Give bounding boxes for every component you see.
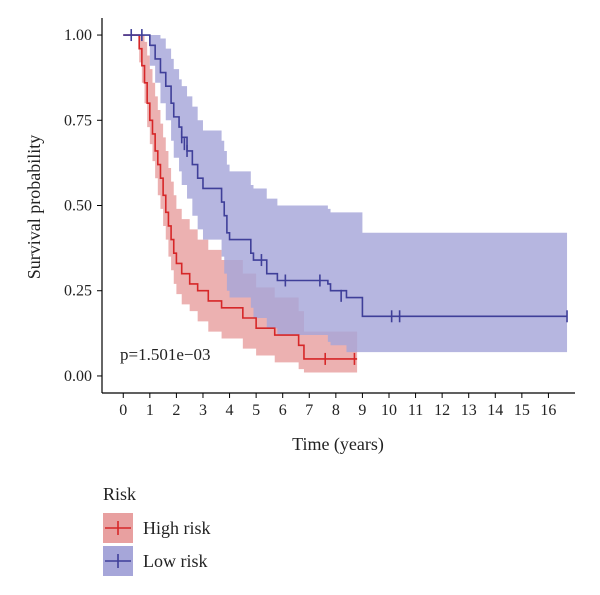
legend-label-high-risk: High risk [143,518,211,538]
legend-title: Risk [103,484,136,504]
y-tick-label: 0.50 [64,198,92,215]
legend: Risk High risk Low risk [103,484,211,576]
curve-high-risk [123,34,358,360]
y-axis-title: Survival probability [24,135,44,279]
x-tick-label: 7 [305,402,313,419]
band-high-risk [123,35,358,373]
x-tick-label: 1 [146,402,154,419]
x-tick-label: 3 [199,402,207,419]
x-tick-label: 4 [226,402,234,419]
x-tick-label: 14 [487,402,503,419]
y-tick-label: 0.25 [64,283,92,300]
x-tick-label: 5 [252,402,260,419]
x-axis-title: Time (years) [292,434,384,455]
x-tick-label: 15 [514,402,530,419]
x-tick-label: 0 [119,402,127,419]
y-tick-label: 0.75 [64,112,92,129]
x-tick-label: 16 [540,402,556,419]
censor-marks [130,29,568,365]
confidence-bands [123,35,568,373]
x-tick-label: 13 [461,402,477,419]
legend-item-high-risk: High risk [103,513,211,543]
x-tick-label: 9 [358,402,366,419]
x-tick-label: 2 [172,402,180,419]
band-low-risk [123,35,568,353]
x-tick-label: 6 [279,402,287,419]
legend-label-low-risk: Low risk [143,551,208,571]
p-value-annotation: p=1.501e−03 [120,345,210,364]
x-tick-label: 12 [434,402,450,419]
x-tick-label: 8 [332,402,340,419]
tick-labels: 0.000.250.500.751.000 1 2 3 4 5 6 7 8 9 10 11 12 13 14… [64,27,556,419]
x-tick-label: 10 [381,402,397,419]
y-tick-label: 0.00 [64,368,92,385]
y-tick-label: 1.00 [64,27,92,44]
axes [97,18,575,398]
x-tick-label: 11 [408,402,423,419]
legend-item-low-risk: Low risk [103,546,208,576]
